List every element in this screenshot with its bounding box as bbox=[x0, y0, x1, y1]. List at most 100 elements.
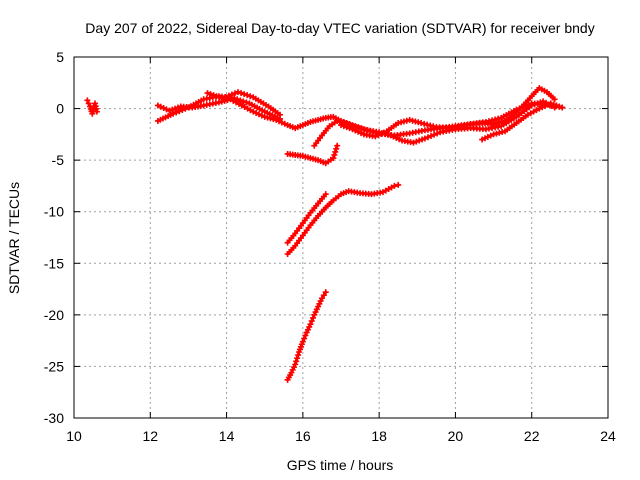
data-point bbox=[410, 139, 417, 146]
data-point bbox=[295, 352, 302, 359]
plot-frame bbox=[73, 56, 609, 419]
series-arc-h bbox=[284, 142, 341, 167]
data-point bbox=[302, 332, 309, 339]
data-point bbox=[431, 131, 438, 138]
x-tick-label: 12 bbox=[142, 428, 158, 444]
series-arc-a bbox=[84, 97, 100, 117]
data-point bbox=[210, 92, 217, 99]
series-arc-d bbox=[204, 89, 283, 118]
data-point bbox=[318, 295, 325, 302]
y-axis-title: SDTVAR / TECUs bbox=[6, 182, 22, 294]
data-point bbox=[338, 122, 344, 129]
y-tick-label: -30 bbox=[44, 410, 64, 426]
data-point bbox=[428, 133, 435, 140]
data-point bbox=[551, 96, 558, 103]
y-tick-label: -20 bbox=[44, 307, 64, 323]
grid bbox=[74, 57, 608, 418]
chart-title: Day 207 of 2022, Sidereal Day-to-day VTE… bbox=[85, 20, 594, 36]
x-tick-label: 18 bbox=[371, 428, 387, 444]
data-point bbox=[294, 355, 301, 362]
data-point bbox=[85, 100, 92, 107]
data-point bbox=[495, 115, 502, 122]
data-point bbox=[84, 97, 91, 104]
data-point bbox=[301, 335, 308, 342]
data-point bbox=[320, 292, 327, 299]
data-point bbox=[219, 95, 226, 102]
data-point bbox=[216, 94, 223, 101]
data-point bbox=[421, 135, 428, 142]
data-point bbox=[537, 99, 544, 106]
y-tick-label: -25 bbox=[44, 358, 64, 374]
data-point bbox=[174, 104, 181, 111]
series-arc-g bbox=[479, 100, 566, 143]
data-point bbox=[391, 182, 398, 189]
data-point bbox=[228, 91, 235, 98]
data-point bbox=[238, 90, 245, 97]
data-point bbox=[547, 100, 554, 107]
data-point bbox=[222, 94, 229, 101]
data-point bbox=[346, 125, 353, 132]
y-tick-label: -15 bbox=[44, 255, 64, 271]
data-point bbox=[424, 121, 431, 128]
data-point bbox=[556, 103, 563, 110]
data-point bbox=[310, 314, 317, 321]
data-point bbox=[243, 99, 250, 106]
data-point bbox=[322, 289, 329, 296]
series-arc-i bbox=[284, 181, 402, 258]
data-point bbox=[176, 108, 183, 115]
data-point bbox=[240, 98, 247, 105]
series-arc-e bbox=[311, 98, 558, 149]
data-point bbox=[182, 105, 189, 112]
data-point bbox=[340, 123, 347, 130]
data-point bbox=[332, 148, 339, 155]
data-point bbox=[343, 124, 350, 131]
data-point bbox=[234, 96, 241, 103]
data-point bbox=[308, 318, 315, 325]
data-point bbox=[419, 136, 426, 143]
data-point bbox=[492, 116, 499, 123]
x-tick-label: 22 bbox=[524, 428, 540, 444]
data-point bbox=[179, 107, 186, 114]
x-tick-label: 24 bbox=[600, 428, 616, 444]
data-point bbox=[424, 134, 431, 141]
ticks: 10 12 14 16 18 20 22 24 5 0 -5 -10 -15 -20 -25 -30 bbox=[44, 49, 616, 444]
y-tick-label: -5 bbox=[52, 152, 65, 168]
data-point bbox=[427, 122, 434, 129]
data-point bbox=[213, 93, 220, 100]
data-point bbox=[421, 120, 428, 127]
series-arc-f bbox=[338, 84, 558, 140]
data-point bbox=[553, 102, 560, 109]
y-tick-label: -10 bbox=[44, 204, 64, 220]
data-point bbox=[241, 91, 248, 98]
data-point bbox=[207, 91, 214, 98]
data-point bbox=[330, 155, 337, 162]
data-point bbox=[225, 92, 232, 99]
series-arc-k bbox=[284, 289, 329, 383]
data-point bbox=[333, 145, 340, 152]
data-point bbox=[322, 191, 329, 198]
data-point bbox=[413, 138, 420, 145]
data-point bbox=[237, 97, 244, 104]
data-point bbox=[531, 101, 538, 108]
data-point bbox=[331, 151, 338, 158]
data-point bbox=[299, 338, 306, 345]
data-point bbox=[434, 130, 441, 137]
data-point bbox=[204, 90, 211, 97]
data-point bbox=[235, 89, 242, 96]
data-point bbox=[534, 100, 541, 107]
data-point bbox=[293, 358, 300, 365]
data-point bbox=[170, 110, 177, 117]
data-point bbox=[169, 106, 176, 113]
y-tick-label: 0 bbox=[56, 101, 64, 117]
x-tick-label: 20 bbox=[448, 428, 464, 444]
data-point bbox=[247, 93, 254, 100]
data-point bbox=[166, 107, 173, 114]
data-point bbox=[231, 90, 238, 97]
data-point bbox=[550, 101, 557, 108]
data-point bbox=[276, 111, 283, 118]
x-tick-label: 16 bbox=[295, 428, 311, 444]
data-points bbox=[84, 84, 566, 383]
data-point bbox=[172, 105, 179, 112]
x-tick-label: 10 bbox=[66, 428, 82, 444]
